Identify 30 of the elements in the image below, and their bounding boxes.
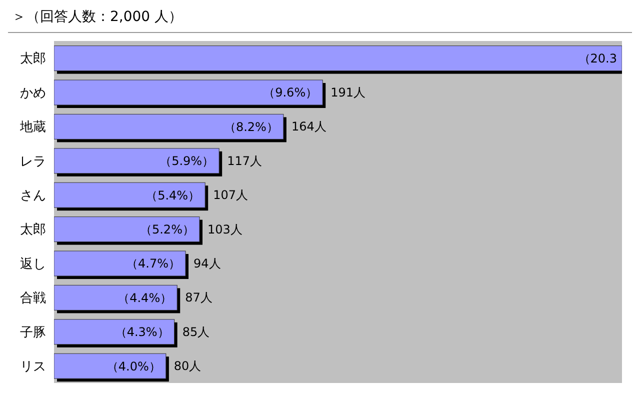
data-label: （9.6%） bbox=[263, 86, 318, 100]
annotation: 117人 bbox=[227, 154, 262, 168]
y-tick-label: リス bbox=[20, 360, 46, 375]
annotation: 94人 bbox=[194, 256, 221, 270]
y-tick-label: 返し bbox=[20, 256, 46, 272]
data-label: （5.9%） bbox=[160, 154, 214, 168]
annotation: 164人 bbox=[291, 120, 326, 134]
y-tick-label: 太郎 bbox=[20, 222, 46, 238]
data-label: （4.4%） bbox=[118, 290, 172, 305]
data-label: （5.2%） bbox=[140, 222, 194, 237]
data-label: （4.3%） bbox=[114, 325, 170, 340]
data-label: （4.7%） bbox=[126, 256, 181, 271]
y-tick-label: 地蔵 bbox=[19, 120, 46, 136]
y-tick-label: 太郎 bbox=[20, 50, 46, 67]
y-tick-label: 子豚 bbox=[20, 325, 46, 340]
annotation: 87人 bbox=[185, 290, 212, 305]
chart-title: ＞（回答人数：2,000 人） bbox=[8, 8, 632, 33]
data-label: （4.0%） bbox=[106, 359, 161, 374]
annotation: 107人 bbox=[213, 188, 248, 202]
annotation: 80人 bbox=[174, 359, 202, 374]
y-tick-label: レラ bbox=[20, 154, 46, 170]
annotation: 85人 bbox=[182, 324, 210, 339]
annotation: 103人 bbox=[208, 222, 242, 236]
data-label: （8.2%） bbox=[224, 120, 278, 134]
y-tick-label: 合戦 bbox=[20, 291, 46, 306]
data-label: （5.4%） bbox=[146, 188, 200, 202]
y-tick-label: さん bbox=[20, 188, 46, 204]
y-tick-label: かめ bbox=[20, 86, 46, 101]
data-label: （20.3 bbox=[578, 52, 617, 66]
annotation: 191人 bbox=[330, 85, 366, 100]
